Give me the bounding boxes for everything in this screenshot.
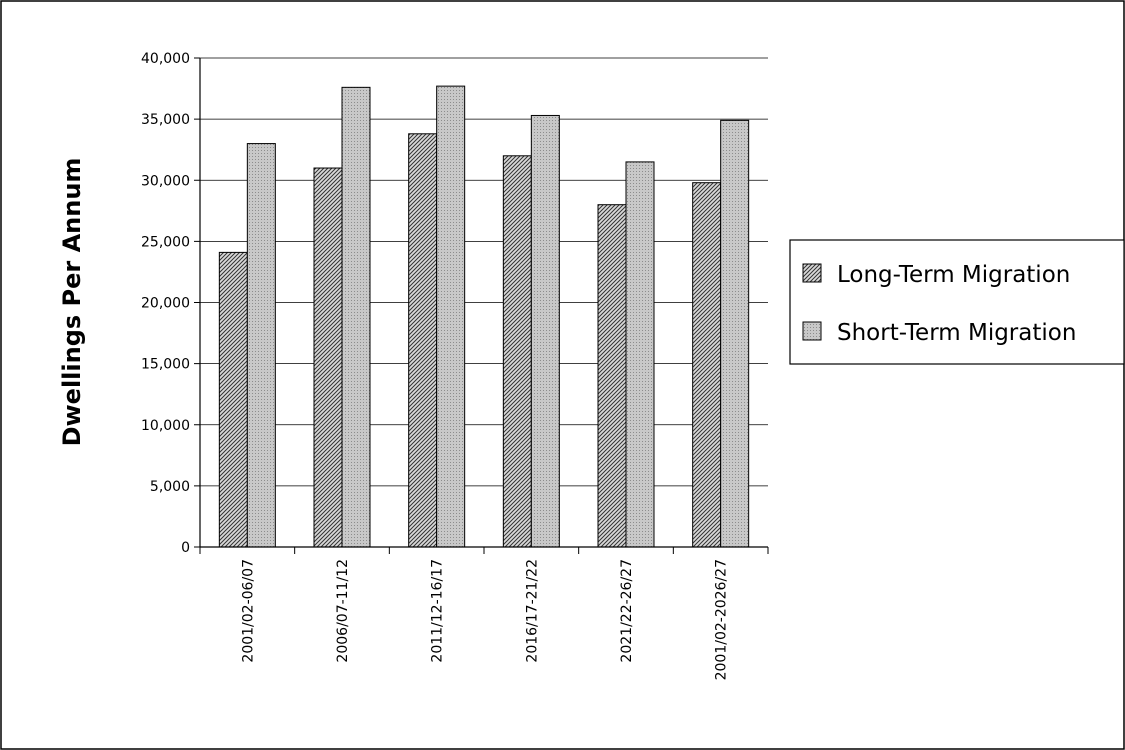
y-tick-label: 20,000 (141, 296, 190, 312)
bar-long-term (502, 155, 532, 548)
y-tick-label: 0 (181, 540, 190, 556)
legend-label-long-term: Long-Term Migration (837, 262, 1070, 288)
bar-short-term (341, 86, 371, 548)
x-tick-label: 2011/12-16/17 (430, 559, 446, 663)
axes (194, 57, 769, 554)
x-tick-label: 2016/17-21/22 (524, 559, 540, 663)
y-tick-label: 25,000 (141, 234, 190, 250)
bar-short-term (530, 114, 560, 548)
legend: Long-Term Migration Short-Term Migration (789, 239, 1125, 365)
y-axis-label: Dwellings Per Annum (58, 158, 86, 447)
bar-long-term (218, 251, 248, 548)
gridlines (200, 57, 768, 487)
legend-swatch-short-term (802, 321, 822, 341)
legend-swatch-long-term (802, 263, 822, 283)
y-tick-label: 35,000 (141, 112, 190, 128)
x-tick-label: 2001/02-2026/27 (714, 559, 730, 680)
x-tick-label: 2001/02-06/07 (240, 559, 256, 663)
y-tick-labels: 0 5,000 10,000 15,000 20,000 25,000 30,000 35,0… (141, 51, 190, 556)
bar-long-term (692, 182, 722, 548)
bar-short-term (246, 143, 276, 548)
bar-long-term (408, 133, 438, 548)
y-tick-label: 15,000 (141, 357, 190, 373)
y-tick-label: 10,000 (141, 418, 190, 434)
bar-short-term (436, 85, 466, 548)
legend-box (789, 239, 1125, 365)
x-tick-labels: 2001/02-06/07 2006/07-11/12 2011/12-16/17 2… (240, 559, 729, 680)
bar-long-term (313, 167, 343, 548)
x-tick-label: 2021/22-26/27 (619, 559, 635, 663)
x-tick-label: 2006/07-11/12 (335, 559, 351, 663)
legend-label-short-term: Short-Term Migration (837, 320, 1076, 346)
bars (218, 85, 750, 548)
y-tick-label: 40,000 (141, 51, 190, 67)
bar-short-term (720, 119, 750, 548)
bar-short-term (625, 161, 655, 548)
y-tick-label: 30,000 (141, 173, 190, 189)
bar-long-term (597, 204, 627, 548)
y-tick-label: 5,000 (150, 479, 190, 495)
